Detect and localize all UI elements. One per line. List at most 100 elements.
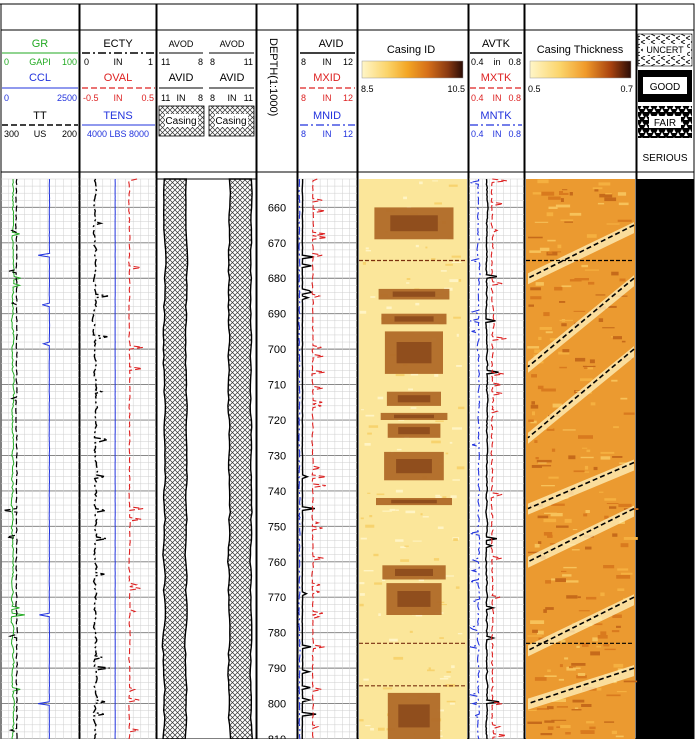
casing-thickness-texture (548, 196, 561, 200)
casing-id-texture (389, 508, 396, 511)
casing-thickness-texture (566, 666, 576, 671)
legend-good: GOOD (650, 82, 681, 93)
casing-thickness-texture (578, 610, 590, 612)
casing-thickness-texture (618, 503, 632, 508)
casing-thickness-texture (603, 644, 610, 647)
casing-id-texture (415, 302, 420, 306)
casing-id-texture (364, 443, 371, 446)
track-border-4 (256, 3, 298, 739)
casing-id-texture (404, 545, 409, 547)
casing-thickness-texture (560, 639, 566, 643)
depth-tick-label: 710 (268, 380, 286, 392)
avod-label-b: AVOD (220, 39, 245, 49)
casing-thickness-texture (613, 663, 624, 668)
oval-max: 0.5 (141, 93, 154, 103)
casing-id-texture (431, 440, 441, 444)
casing-thickness-texture (534, 349, 541, 353)
casing-thickness-texture (589, 359, 595, 364)
casing-id-texture (457, 633, 463, 635)
mxtk-max: 0.8 (508, 93, 521, 103)
thinning-band-edge (527, 277, 635, 368)
casing-thickness-texture (606, 503, 619, 504)
casing-thickness-texture (581, 264, 588, 268)
casing-id-texture (367, 432, 372, 435)
casing-id-texture (377, 396, 384, 400)
casing-thickness-texture (577, 673, 586, 676)
depth-tick-label: 740 (268, 486, 286, 498)
casing-id-texture (409, 630, 413, 633)
gr-curve (10, 178, 25, 739)
casing-thickness-texture (558, 351, 570, 355)
casing-id-texture (363, 678, 369, 681)
casing-id-texture (365, 725, 371, 727)
casing-thickness-texture (538, 541, 542, 544)
casing-thickness-texture (597, 635, 608, 639)
casing-thickness-title: Casing Thickness (537, 44, 624, 56)
casing-id-texture (382, 579, 386, 582)
casing-thickness-texture (585, 546, 592, 550)
casing-thickness-texture (569, 666, 576, 669)
tt-curve (3, 178, 19, 739)
oval-unit: IN (114, 93, 123, 103)
casing-thickness-texture (544, 512, 557, 514)
quality-legend: UNCERT GOOD FAIR SERIOUS (637, 33, 693, 164)
casing-thickness-texture (528, 304, 534, 307)
casing-thickness-texture (559, 664, 563, 668)
casing-thickness-texture (562, 429, 576, 431)
avid-label-b: AVID (220, 72, 245, 84)
depth-tick-label: 790 (268, 663, 286, 675)
oval-curve (128, 178, 144, 739)
casing-thickness-texture (604, 197, 617, 202)
casing-thickness-texture (560, 219, 574, 221)
casing-id-texture (395, 489, 403, 493)
tt-max: 200 (62, 129, 77, 139)
thinning-band-edge (527, 596, 635, 652)
casing-thickness-texture (623, 680, 638, 683)
avid-b-max: 11 (244, 93, 253, 103)
avtk-max: 0.8 (508, 57, 521, 67)
header-gr-ccl-tt: GR 0 GAPI 100 CCL 0 2500 TT 300 US 200 (2, 38, 78, 139)
depth-tick-label: 750 (268, 521, 286, 533)
casing-thickness-texture (582, 447, 588, 449)
casing-thickness-texture (586, 596, 597, 600)
thinning-band-edge (527, 461, 635, 510)
casing-thickness-texture (528, 710, 537, 711)
casing-thickness-texture (571, 709, 582, 711)
depth-tick-label: 670 (268, 238, 286, 250)
casing-thickness-texture (611, 379, 618, 382)
casing-thickness-texture (562, 349, 570, 353)
casing-id-texture (458, 279, 462, 282)
legend-track-fill (637, 179, 694, 739)
casing-id-texture (428, 667, 431, 671)
casing-thickness-texture (572, 529, 578, 531)
casing-thickness-texture (565, 732, 571, 735)
casing-thickness-texture (547, 534, 553, 538)
header-casing-id: Casing ID 8.5 10.5 (361, 44, 465, 94)
casing-thickness-texture (615, 735, 624, 738)
casing-id-texture (367, 492, 371, 494)
casing-thickness-texture (620, 572, 633, 575)
depth-tick-label: 770 (268, 592, 286, 604)
mnid-max: 12 (343, 129, 353, 139)
casing-thickness-texture (565, 580, 579, 583)
thinning-band-edge (527, 667, 635, 705)
casing-thickness-texture (616, 575, 631, 579)
casing-thickness-texture (575, 357, 586, 362)
casing-id-texture (434, 374, 439, 377)
casing-thickness-texture (538, 336, 542, 340)
casing-id-anomaly-core (394, 316, 434, 322)
casing-id-texture (410, 407, 417, 409)
casing-id-texture (452, 427, 462, 430)
casing-thickness-texture (603, 565, 615, 569)
casing-thickness-texture (532, 192, 547, 195)
casing-id-anomaly-core (394, 414, 434, 419)
header-avid-mxid-mnid: AVID 8 IN 12 MXID 8 IN 12 MNID 8 IN 12 (300, 38, 355, 139)
casing-id-texture (361, 409, 364, 411)
header-avod-avid-casing: AVOD AVOD 11 8 8 11 AVID AVID 11 IN 8 8 … (158, 39, 255, 137)
casing-thickness-texture (540, 465, 552, 467)
casing-thickness-texture (611, 630, 620, 633)
casing-thickness-texture (548, 476, 559, 479)
casing-thickness-texture (581, 704, 592, 707)
legend-fair: FAIR (654, 118, 676, 129)
casing-id-texture (444, 575, 454, 577)
